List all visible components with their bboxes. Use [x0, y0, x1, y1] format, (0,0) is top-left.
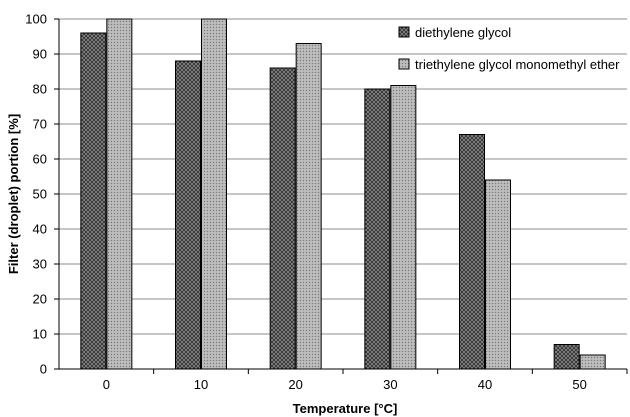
x-tick-label: 0 [103, 377, 110, 392]
y-tick-label: 10 [33, 327, 47, 342]
bar-diethylene-glycol-20 [269, 67, 296, 370]
bar-triethylene-glycol-monomethyl-ether-0 [106, 18, 133, 370]
y-axis-title: Filter (droplet) portion [%] [6, 114, 21, 274]
legend: diethylene glycol triethylene glycol mono… [398, 25, 620, 72]
x-tick-label: 10 [194, 377, 208, 392]
y-tick-label: 70 [33, 117, 47, 132]
y-tick-label: 90 [33, 47, 47, 62]
gridlines [59, 18, 627, 335]
x-tick-label: 40 [478, 377, 492, 392]
x-axis-title: Temperature [°C] [293, 401, 398, 416]
bar-diethylene-glycol-30 [364, 88, 391, 370]
y-tick-label: 20 [33, 292, 47, 307]
legend-swatch-diethylene-glycol [398, 26, 410, 38]
bar-triethylene-glycol-monomethyl-ether-40 [485, 179, 511, 370]
y-tick-label: 40 [33, 222, 47, 237]
legend-swatch-triethylene-glycol-monomethyl-ether [398, 58, 410, 70]
y-tick-label: 50 [33, 187, 47, 202]
x-axis-ticks: 0 10 20 30 40 50 [103, 369, 628, 392]
x-tick-label: 30 [383, 377, 397, 392]
legend-label: triethylene glycol monomethyl ether [415, 57, 620, 72]
y-tick-label: 80 [33, 82, 47, 97]
y-tick-label: 60 [33, 152, 47, 167]
x-tick-label: 20 [288, 377, 302, 392]
bar-triethylene-glycol-monomethyl-ether-10 [201, 18, 227, 370]
bar-diethylene-glycol-50 [553, 344, 580, 370]
x-tick-label: 50 [572, 377, 586, 392]
bar-triethylene-glycol-monomethyl-ether-30 [390, 85, 417, 370]
bar-triethylene-glycol-monomethyl-ether-50 [579, 354, 606, 370]
bar-diethylene-glycol-0 [80, 32, 107, 370]
bar-diethylene-glycol-10 [175, 60, 201, 370]
y-tick-label: 0 [40, 362, 47, 377]
legend-label: diethylene glycol [415, 25, 511, 40]
bar-diethylene-glycol-40 [459, 134, 485, 370]
y-tick-label: 100 [25, 12, 47, 27]
y-axis-ticks: 0 10 20 30 40 50 60 70 80 90 100 [25, 12, 59, 377]
bar-triethylene-glycol-monomethyl-ether-20 [295, 43, 322, 370]
bars [80, 18, 606, 370]
y-tick-label: 30 [33, 257, 47, 272]
